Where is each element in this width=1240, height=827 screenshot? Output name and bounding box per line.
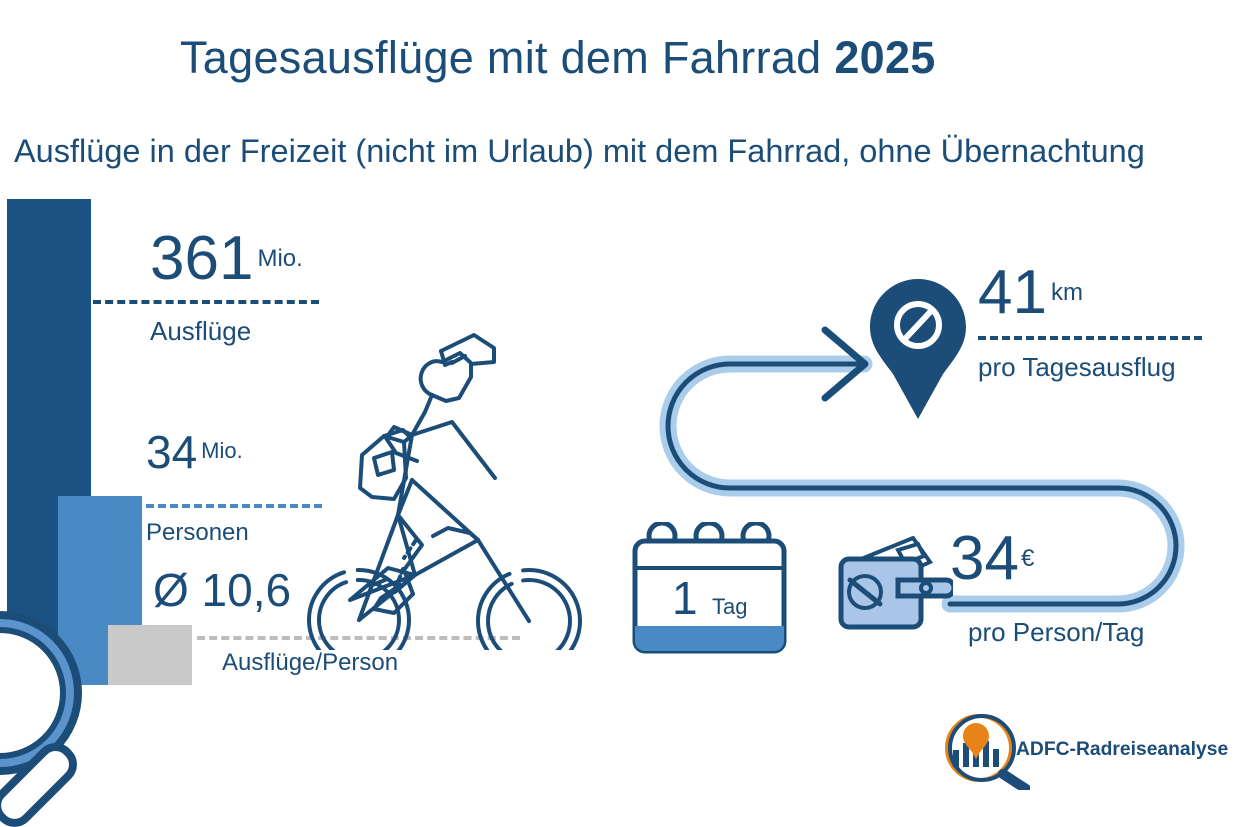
svg-text:1: 1 xyxy=(672,572,698,624)
svg-text:Tag: Tag xyxy=(712,594,747,619)
